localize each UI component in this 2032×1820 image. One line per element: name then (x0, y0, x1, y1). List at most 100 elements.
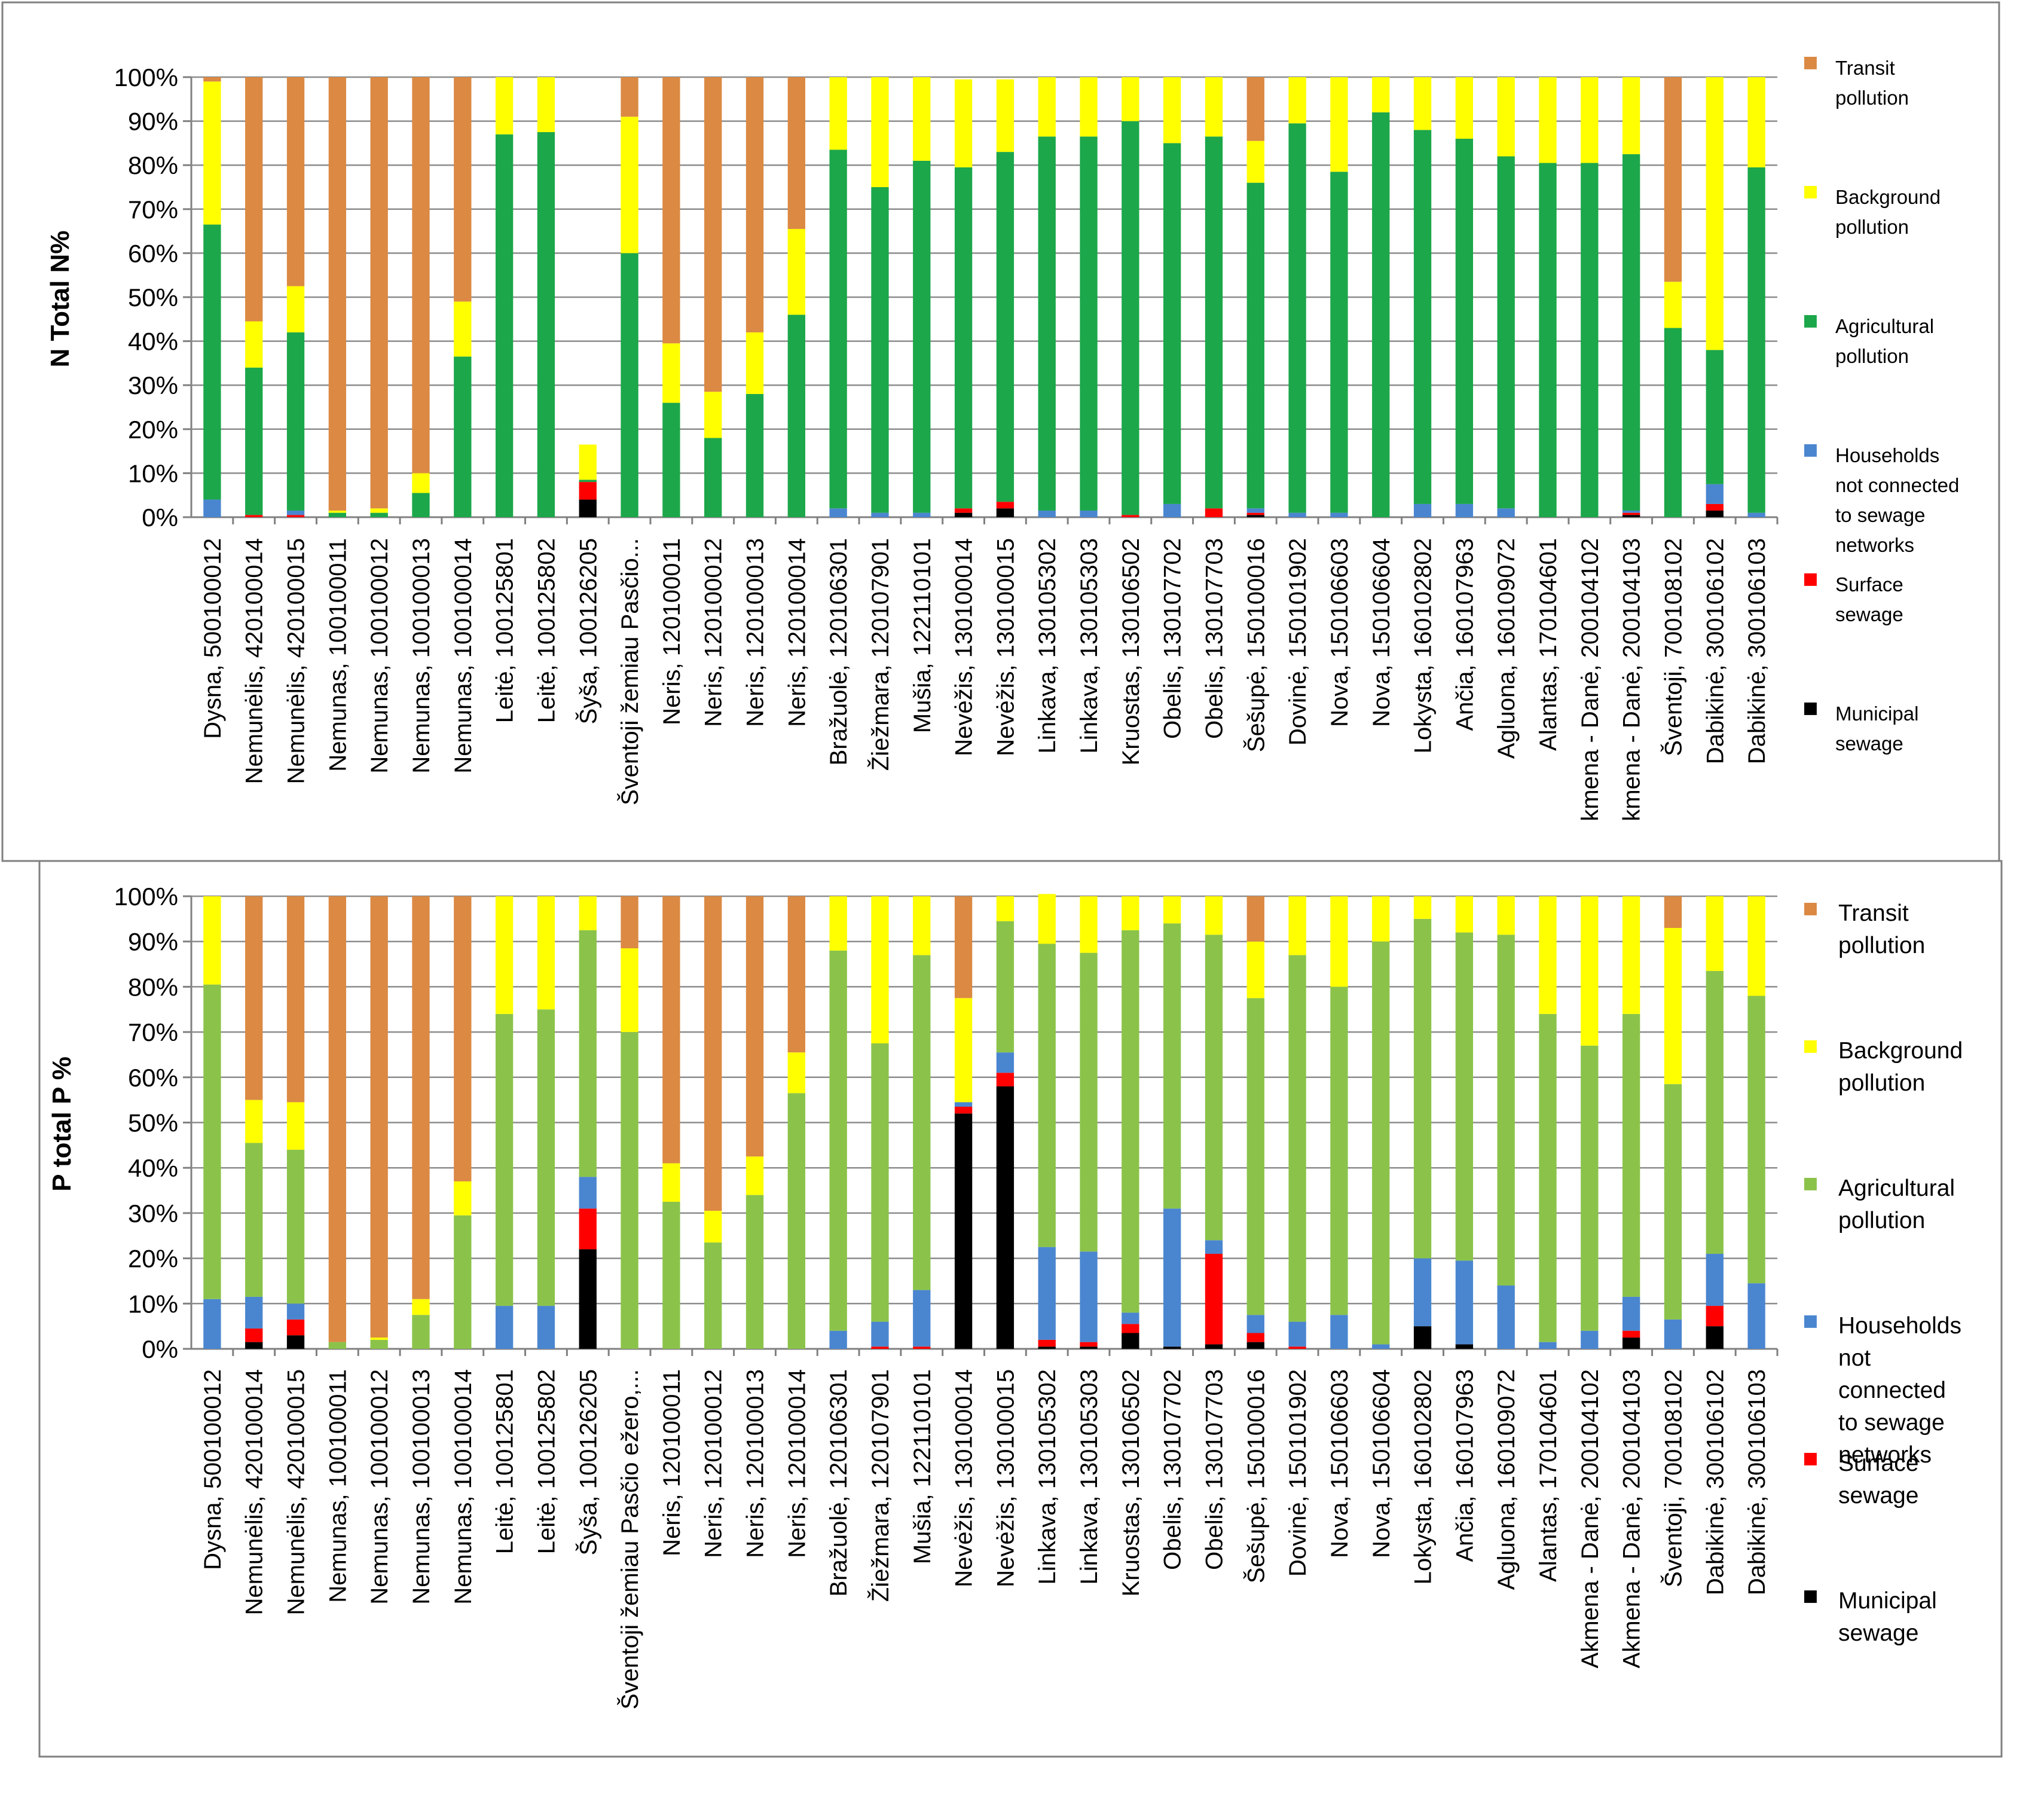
bar-background-pollution (1664, 927, 1682, 1085)
legend-label-line: to sewage (1838, 1410, 1945, 1436)
x-tick-label: Nemunas, 100100012 (366, 538, 393, 774)
bar-households-not-connected-to-sewage-networks (1413, 1258, 1432, 1327)
y-tick-label: 40% (128, 328, 178, 356)
bar-background-pollution (787, 1052, 805, 1094)
bar-households-not-connected-to-sewage-networks (1038, 1247, 1056, 1340)
x-tick-label: Kruostas, 130106502 (1118, 1369, 1144, 1596)
x-tick-label: Nemunas, 100100012 (366, 1369, 393, 1605)
bar-agricultural-pollution (1413, 918, 1432, 1259)
bar-households-not-connected-to-sewage-networks (1372, 1344, 1390, 1349)
x-tick-label: Šventoji, 700108102 (1660, 538, 1686, 756)
bar-transit-pollution (704, 896, 722, 1211)
bar-agricultural-pollution (1246, 182, 1264, 509)
x-tick-label: Nemunas, 100100011 (325, 1369, 351, 1603)
bar-households-not-connected-to-sewage-networks (1330, 512, 1348, 517)
bar-background-pollution (1372, 896, 1390, 942)
bar-transit-pollution (745, 896, 764, 1157)
bar-municipal-sewage (1622, 515, 1640, 517)
bar-agricultural-pollution (1330, 172, 1348, 513)
x-tick-label: Dysna, 500100012 (200, 1369, 226, 1570)
bar-background-pollution (1581, 896, 1599, 1046)
bar-households-not-connected-to-sewage-networks (1455, 503, 1474, 517)
bar-transit-pollution (370, 77, 388, 509)
legend-label-line: not connected (1835, 474, 1959, 496)
bar-background-pollution (454, 1181, 472, 1216)
bar-municipal-sewage (1455, 1344, 1474, 1349)
bar-transit-pollution (1246, 77, 1264, 141)
bar-background-pollution (1163, 896, 1181, 924)
bar-agricultural-pollution (913, 160, 931, 513)
bar-background-pollution (913, 896, 931, 955)
bar-agricultural-pollution (245, 1143, 263, 1297)
x-tick-label: Nemunas, 100100013 (408, 1369, 435, 1605)
x-tick-label: Kruostas, 130106502 (1118, 538, 1144, 765)
bar-surface-sewage (1246, 1333, 1264, 1342)
bar-surface-sewage (954, 508, 973, 513)
x-tick-label: Leitė, 100125801 (492, 538, 518, 723)
bar-agricultural-pollution (745, 393, 764, 517)
bar-surface-sewage (1122, 1324, 1139, 1333)
x-tick-label: Dabikinė, 300106103 (1744, 1369, 1770, 1595)
bar-households-not-connected-to-sewage-networks (1163, 503, 1181, 517)
bar-surface-sewage (1622, 1330, 1640, 1338)
legend-swatch (1804, 703, 1817, 715)
legend-label-line: Surface (1838, 1450, 1918, 1476)
bar-municipal-sewage (1246, 1342, 1264, 1349)
x-tick-label: Nevėžis, 130100014 (951, 1369, 977, 1587)
bar-households-not-connected-to-sewage-networks (1455, 1260, 1474, 1345)
bar-households-not-connected-to-sewage-networks (1706, 484, 1724, 504)
bar-agricultural-pollution (286, 1149, 305, 1304)
bar-municipal-sewage (954, 1113, 973, 1349)
x-tick-label: Dovinė, 150101902 (1285, 1369, 1311, 1577)
bar-transit-pollution (286, 77, 305, 286)
bar-transit-pollution (454, 896, 472, 1181)
x-tick-label: Mušia, 122110101 (909, 538, 936, 733)
x-tick-label: Dovinė, 150101902 (1285, 538, 1311, 746)
bar-households-not-connected-to-sewage-networks (1163, 1208, 1181, 1347)
x-tick-label: Nemunas, 100100014 (450, 538, 476, 774)
y-axis-label: P total P % (47, 1056, 77, 1192)
bar-surface-sewage (1205, 508, 1223, 517)
bar-municipal-sewage (1706, 510, 1724, 517)
y-tick-label: 60% (128, 1064, 178, 1092)
legend-label-line: sewage (1838, 1620, 1918, 1646)
x-tick-label: Akmena - Danė, 200104103 (1619, 1369, 1645, 1668)
x-tick-label: Obelis, 130107703 (1201, 1369, 1227, 1570)
legend-label-line: Surface (1835, 573, 1903, 596)
x-tick-label: Agluona, 160109072 (1493, 1369, 1520, 1590)
bar-agricultural-pollution (1038, 943, 1056, 1247)
bar-background-pollution (1747, 77, 1765, 167)
x-tick-label: Leitė, 100125801 (492, 1369, 518, 1554)
bar-households-not-connected-to-sewage-networks (1664, 1319, 1682, 1349)
bar-agricultural-pollution (621, 253, 638, 517)
bar-municipal-sewage (1163, 1346, 1181, 1349)
legend-label-line: Background (1838, 1038, 1963, 1064)
bar-agricultural-pollution (203, 224, 221, 500)
bar-background-pollution (1622, 896, 1640, 1014)
bar-background-pollution (1581, 77, 1599, 163)
y-tick-label: 100% (114, 882, 178, 911)
bar-households-not-connected-to-sewage-networks (245, 1296, 263, 1329)
bar-agricultural-pollution (1413, 130, 1432, 504)
bar-transit-pollution (621, 896, 638, 949)
bar-municipal-sewage (1205, 1344, 1223, 1349)
bar-background-pollution (328, 510, 347, 513)
bar-background-pollution (1205, 77, 1223, 137)
bar-municipal-sewage (245, 1342, 263, 1349)
bar-background-pollution (662, 343, 680, 403)
bar-surface-sewage (1288, 1346, 1306, 1349)
y-tick-label: 0% (142, 503, 178, 532)
legend-label: Transit pollution (1835, 57, 1909, 109)
bar-municipal-sewage (1122, 1333, 1139, 1349)
bar-surface-sewage (286, 515, 305, 517)
bar-municipal-sewage (1622, 1337, 1640, 1349)
x-tick-label: Lokysta, 160102802 (1410, 1369, 1437, 1584)
x-tick-label: Šventoji žemiau Pasčio... (616, 538, 643, 805)
bar-transit-pollution (787, 896, 805, 1053)
bar-agricultural-pollution (1163, 923, 1181, 1209)
bar-agricultural-pollution (662, 402, 680, 517)
bar-agricultural-pollution (1622, 154, 1640, 511)
bars (203, 77, 1765, 517)
